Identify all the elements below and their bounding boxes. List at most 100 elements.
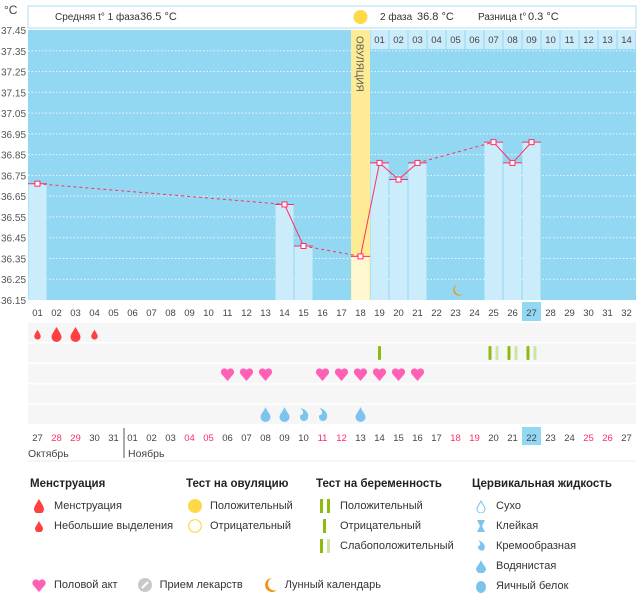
date-label: 13 xyxy=(355,433,366,444)
y-tick-label: 36.55 xyxy=(1,213,26,224)
cycle-day-label: 19 xyxy=(374,308,385,319)
watery-icon xyxy=(260,407,271,422)
temperature-point xyxy=(281,201,288,208)
temperature-line-segment xyxy=(303,245,361,257)
legend-label: Положительный xyxy=(340,500,423,512)
legend-title: Менструация xyxy=(30,478,106,490)
double-bar-icon xyxy=(316,499,334,513)
y-tick-label: 37.15 xyxy=(1,88,26,99)
blood-drop-icon xyxy=(30,499,48,513)
small-drop-icon xyxy=(34,329,41,340)
legend-bottom: Половой акт Прием лекарств Лунный календ… xyxy=(30,575,381,595)
date-label: 12 xyxy=(336,433,347,444)
month-label: Октябрь xyxy=(28,448,69,460)
temperature-bar xyxy=(389,179,408,300)
cycle-day-label: 11 xyxy=(223,308,233,319)
blood-drop-icon xyxy=(70,327,81,342)
pill-icon xyxy=(136,578,154,592)
egg-white-icon xyxy=(472,580,490,593)
phase2-day-cell xyxy=(389,30,408,49)
symbol-row xyxy=(28,343,636,363)
sun-outline-icon xyxy=(186,519,204,533)
legend-label: Яичный белок xyxy=(496,580,569,592)
temperature-line-segment xyxy=(398,162,418,180)
phase2-day-cell xyxy=(370,30,389,49)
temperature-bar xyxy=(294,246,313,300)
heart-icon xyxy=(239,368,254,381)
cycle-day-label: 09 xyxy=(184,308,195,319)
legend-title: Цервикальная жидкость xyxy=(472,478,612,490)
phase2-day-label: 13 xyxy=(602,35,613,46)
legend-label: Лунный календарь xyxy=(284,579,381,591)
creamy-icon xyxy=(299,408,309,422)
date-label: 29 xyxy=(70,433,81,444)
blood-drop-icon xyxy=(51,327,62,342)
legend-cervical-fluid: Цервикальная жидкость Сухо Клейкая Кремо… xyxy=(472,478,612,595)
legend-label: Кремообразная xyxy=(496,540,577,552)
diff-value: 0.3 °C xyxy=(528,11,559,23)
y-tick-label: 36.85 xyxy=(1,151,26,162)
legend-label: Отрицательный xyxy=(210,520,291,532)
phase2-day-cell xyxy=(484,30,503,49)
symbol-row xyxy=(28,323,636,342)
cycle-day-label: 31 xyxy=(602,308,613,319)
date-label: 11 xyxy=(318,433,328,444)
symbol-row xyxy=(28,384,636,404)
y-tick-label: 36.15 xyxy=(1,296,26,307)
weak-bar-icon xyxy=(495,346,499,360)
temperature-line-segment xyxy=(360,162,380,257)
phase2-day-label: 03 xyxy=(412,35,423,46)
phase2-day-label: 07 xyxy=(488,35,499,46)
unit-label: °C xyxy=(4,3,18,17)
date-label: 03 xyxy=(165,433,176,444)
phase2-day-label: 10 xyxy=(545,35,556,46)
date-label: 07 xyxy=(241,433,252,444)
current-day-highlight xyxy=(522,302,541,321)
y-tick-label: 36.65 xyxy=(1,192,26,203)
diff-label: Разница t° xyxy=(478,12,526,23)
cycle-day-label: 23 xyxy=(450,308,461,319)
date-label: 14 xyxy=(374,433,385,444)
y-tick-label: 36.45 xyxy=(1,234,26,245)
phase2-value: 36.8 °C xyxy=(417,11,454,23)
y-tick-label: 37.05 xyxy=(1,109,26,120)
temperature-bar xyxy=(408,162,427,300)
cycle-day-label: 29 xyxy=(564,308,575,319)
legend-title: Тест на овуляцию xyxy=(186,478,289,490)
temperature-line-segment xyxy=(493,141,513,164)
temperature-point xyxy=(414,159,421,166)
legend-label: Прием лекарств xyxy=(159,579,243,591)
phase2-day-label: 02 xyxy=(393,35,404,46)
temperature-point xyxy=(528,139,535,146)
legend-label: Менструация xyxy=(54,500,122,512)
phase2-day-label: 04 xyxy=(431,35,442,46)
legend-label: Клейкая xyxy=(496,520,539,532)
weak-bar-icon xyxy=(533,346,537,360)
temperature-line-segment xyxy=(417,141,494,164)
single-bar-icon xyxy=(378,346,381,360)
heart-icon xyxy=(30,578,48,592)
temperature-bar xyxy=(370,162,389,300)
cycle-day-label: 04 xyxy=(89,308,100,319)
y-tick-label: 37.35 xyxy=(1,47,26,58)
phase1-value: 36.5 °C xyxy=(140,11,177,23)
phase2-day-cell xyxy=(560,30,579,49)
y-tick-label: 37.45 xyxy=(1,26,26,37)
phase2-day-cell xyxy=(522,30,541,49)
heart-icon xyxy=(410,368,425,381)
temperature-point xyxy=(34,180,41,187)
phase2-day-label: 08 xyxy=(507,35,518,46)
date-label: 24 xyxy=(564,433,575,444)
temperature-point xyxy=(300,243,307,249)
cycle-day-label: 13 xyxy=(260,308,271,319)
date-label: 27 xyxy=(621,433,632,444)
temperature-bar xyxy=(484,142,503,300)
watery-icon xyxy=(279,407,290,422)
temperature-line-segment xyxy=(379,162,399,180)
temperature-bar xyxy=(522,142,541,300)
cycle-day-label: 22 xyxy=(431,308,442,319)
cycle-day-label: 01 xyxy=(32,308,43,319)
small-drop-icon xyxy=(30,520,48,532)
weak-bar-icon xyxy=(526,346,530,360)
y-tick-label: 36.35 xyxy=(1,254,26,265)
